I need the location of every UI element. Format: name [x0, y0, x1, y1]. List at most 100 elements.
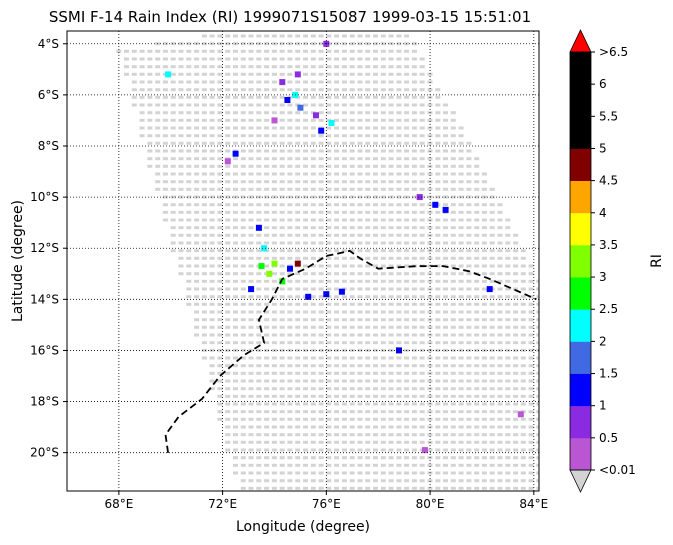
swath-cell [310, 387, 316, 391]
swath-cell [264, 325, 270, 329]
swath-cell [474, 433, 480, 437]
swath-cell [443, 356, 448, 360]
swath-cell [225, 118, 231, 122]
swath-cell [380, 233, 386, 237]
swath-cell [411, 88, 417, 92]
swath-cell [373, 80, 378, 84]
swath-cell [295, 57, 301, 61]
swath-cell [365, 325, 371, 329]
swath-cell [326, 256, 332, 260]
swath-cell [536, 479, 539, 483]
swath-cell [186, 264, 192, 268]
swath-cell [357, 233, 363, 237]
swath-cell [271, 65, 277, 69]
swath-cell [458, 402, 464, 406]
swath-cell [186, 95, 192, 99]
swath-cell [225, 141, 231, 145]
swath-cell [217, 42, 223, 46]
swath-cell [295, 241, 301, 245]
swath-cell [248, 141, 254, 145]
swath-cell [365, 149, 371, 153]
swath-cell [466, 203, 472, 207]
swath-cell [466, 318, 472, 322]
swath-cell [380, 356, 386, 360]
swath-cell [303, 318, 308, 322]
swath-cell [287, 356, 293, 360]
swath-cell [217, 402, 223, 406]
swath-cell [466, 226, 472, 230]
swath-cell [256, 463, 262, 467]
swath-cell [225, 187, 231, 191]
swath-cell [310, 264, 316, 268]
swath-cell [341, 95, 347, 99]
swath-cell [404, 402, 410, 406]
swath-cell [334, 302, 340, 306]
swath-cell [225, 333, 231, 337]
swath-cell [287, 233, 293, 237]
swath-cell [341, 57, 347, 61]
swath-cell [194, 95, 200, 99]
swath-cell [295, 348, 301, 352]
swath-cell [349, 379, 355, 383]
swath-cell [240, 279, 246, 283]
swath-cell [341, 103, 347, 107]
swath-cell [155, 57, 161, 61]
swath-cell [287, 241, 293, 245]
swath-cell [217, 103, 223, 107]
swath-cell [256, 279, 262, 283]
swath-cell [489, 272, 495, 276]
swath-cell [139, 49, 145, 53]
swath-cell [404, 417, 410, 421]
swath-cell [435, 172, 441, 176]
swath-cell [217, 218, 223, 222]
swath-cell [139, 111, 145, 115]
swath-cell [225, 402, 231, 406]
colorbar-frame [569, 51, 592, 471]
swath-cell [217, 410, 223, 414]
swath-cell [380, 417, 386, 421]
swath-cell [256, 134, 262, 138]
swath-cell [373, 34, 378, 38]
swath-cell [186, 180, 192, 184]
swath-cell [520, 425, 526, 429]
swath-cell [271, 164, 277, 168]
swath-cell [435, 164, 441, 168]
swath-cell [303, 118, 308, 122]
swath-cell [481, 249, 487, 253]
swath-cell [443, 233, 448, 237]
swath-cell [349, 226, 355, 230]
swath-cell [520, 471, 526, 475]
swath-cell [443, 157, 448, 161]
swath-cell [279, 88, 285, 92]
swath-cell [233, 203, 238, 207]
swath-cell [256, 295, 262, 299]
y-tick-label: 4°S [38, 37, 59, 51]
swath-cell [334, 42, 340, 46]
swath-cell [466, 371, 472, 375]
swath-cell [505, 325, 511, 329]
swath-cell [201, 180, 207, 184]
swath-cell [404, 180, 410, 184]
swath-cell [139, 103, 145, 107]
swath-cell [357, 195, 363, 199]
swath-cell [295, 256, 301, 260]
swath-cell [404, 440, 410, 444]
swath-cell [474, 180, 480, 184]
swath-cell [396, 241, 402, 245]
y-tick-label: 10°S [30, 190, 59, 204]
swath-cell [505, 433, 511, 437]
swath-cell [341, 241, 347, 245]
swath-cell [287, 203, 293, 207]
swath-cell [380, 371, 386, 375]
swath-cell [334, 394, 340, 398]
swath-cell [380, 425, 386, 429]
swath-cell [233, 272, 238, 276]
swath-cell [162, 180, 168, 184]
swath-cell [271, 218, 277, 222]
swath-cell [427, 203, 433, 207]
colorbar-segment [570, 212, 591, 246]
swath-cell [334, 448, 340, 452]
swath-cell [466, 210, 472, 214]
swath-cell [264, 95, 270, 99]
swath-cell [256, 141, 262, 145]
